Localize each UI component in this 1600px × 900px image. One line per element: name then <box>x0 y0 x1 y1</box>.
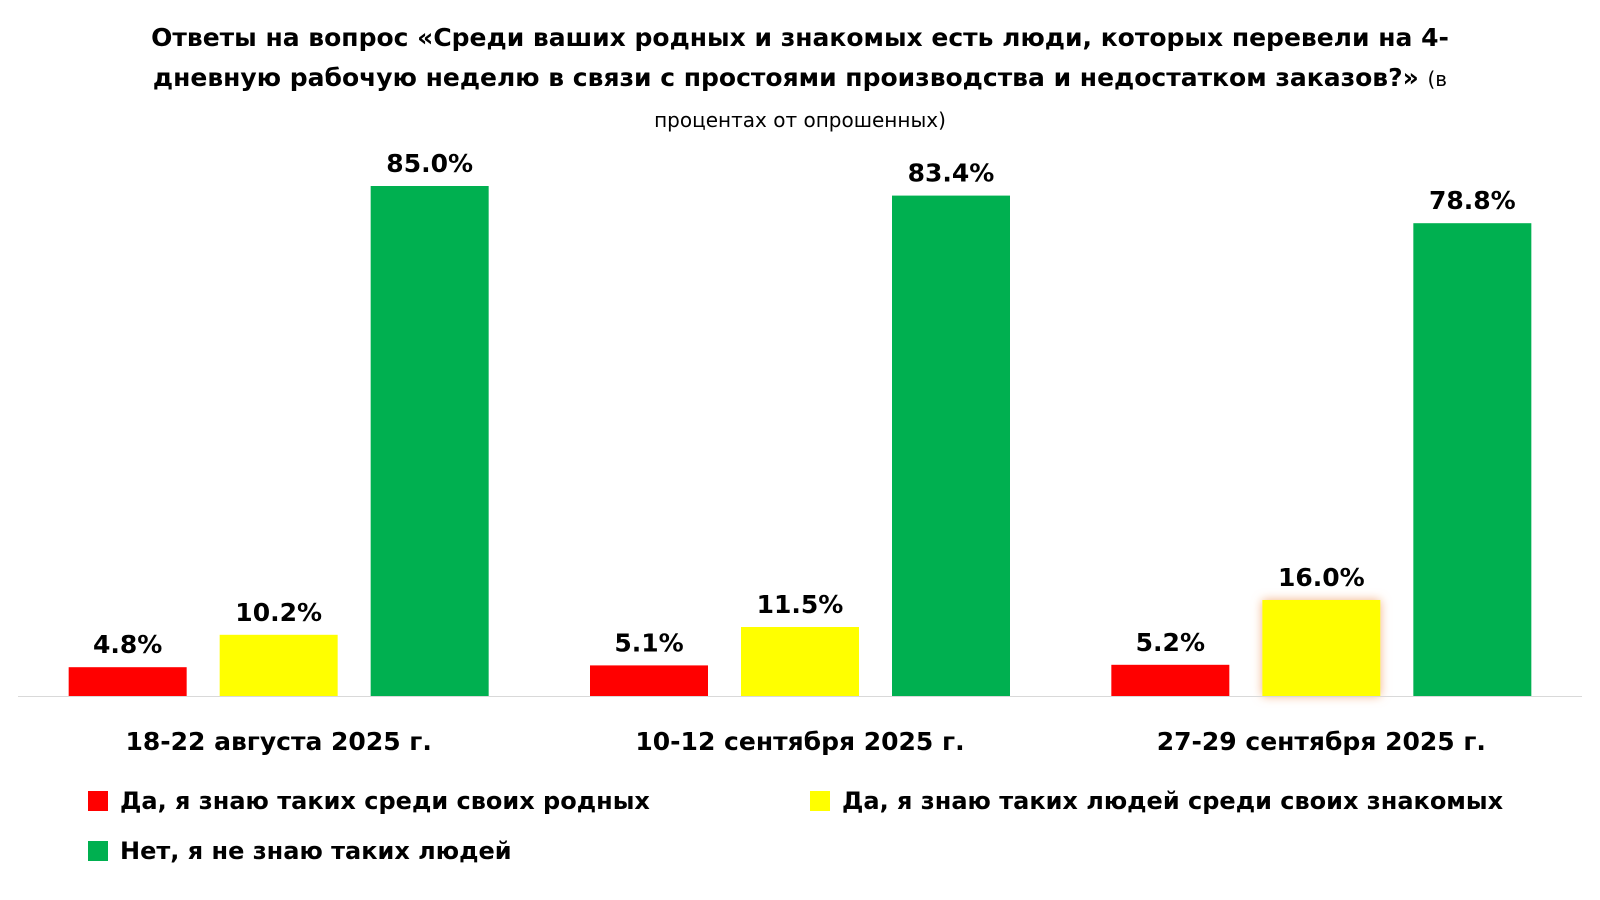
bar-red-1 <box>68 667 187 696</box>
bar-yellow-1 <box>219 634 338 696</box>
legend: Да, я знаю таких среди своих родных Да, … <box>88 787 1568 887</box>
data-label: 5.1% <box>614 628 683 657</box>
data-label: 78.8% <box>1429 186 1516 215</box>
data-label: 11.5% <box>757 590 844 619</box>
bar-yellow-2 <box>741 627 859 696</box>
bar-green-2 <box>892 195 1010 696</box>
legend-label: Да, я знаю таких среди своих родных <box>120 787 650 815</box>
bar-red-3 <box>1111 664 1230 696</box>
bar-green-1 <box>370 186 489 696</box>
legend-item-relatives: Да, я знаю таких среди своих родных <box>88 787 650 815</box>
data-label: 83.4% <box>908 159 995 188</box>
legend-swatch-red <box>88 791 108 811</box>
legend-swatch-green <box>88 841 108 861</box>
legend-swatch-yellow <box>810 791 830 811</box>
category-label: 27-29 сентября 2025 г. <box>1157 727 1486 756</box>
chart-title: Ответы на вопрос «Среди ваших родных и з… <box>150 18 1450 140</box>
legend-label: Нет, я не знаю таких людей <box>120 837 512 865</box>
legend-label: Да, я знаю таких людей среди своих знако… <box>842 787 1504 815</box>
bar-red-2 <box>590 665 708 696</box>
category-label: 18-22 августа 2025 г. <box>125 727 431 756</box>
legend-item-acquaintances: Да, я знаю таких людей среди своих знако… <box>810 787 1503 815</box>
legend-item-no: Нет, я не знаю таких людей <box>88 837 512 865</box>
chart-subtitle: (в процентах от опрошенных) <box>654 67 1448 132</box>
bar-chart: 4.8% 10.2% 85.0% 18-22 августа 2025 г. 5.1% 1… <box>18 149 1582 756</box>
chart-title-text: Ответы на вопрос «Среди ваших родных и з… <box>151 23 1449 92</box>
data-label: 5.2% <box>1136 628 1205 657</box>
data-label: 16.0% <box>1278 563 1365 592</box>
data-label: 10.2% <box>235 598 322 627</box>
bar-green-3 <box>1413 223 1532 696</box>
data-label: 4.8% <box>93 630 162 659</box>
category-label: 10-12 сентября 2025 г. <box>635 727 964 756</box>
data-label: 85.0% <box>386 149 473 178</box>
bar-yellow-3 <box>1262 600 1381 696</box>
